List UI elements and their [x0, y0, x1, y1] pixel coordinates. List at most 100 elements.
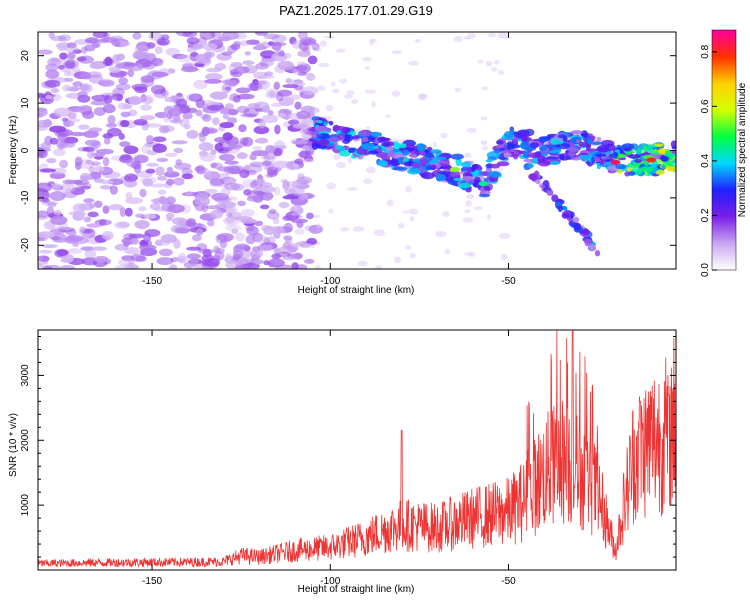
signal-blob — [487, 171, 502, 178]
noise-blob — [120, 120, 130, 128]
noise-blob — [181, 66, 199, 73]
signal-blob — [663, 153, 676, 157]
noise-blob — [154, 241, 170, 246]
signal-peak — [610, 159, 621, 165]
noise-blob — [306, 237, 318, 246]
noise-blob — [209, 209, 224, 219]
signal-blob — [596, 147, 606, 152]
noise-blob — [307, 44, 319, 49]
signal-blob — [409, 151, 422, 154]
noise-blob — [267, 258, 285, 268]
signal-blob — [593, 156, 601, 162]
noise-blob — [119, 141, 131, 148]
noise-blob — [282, 256, 297, 261]
signal-blob — [672, 158, 676, 165]
noise-blob — [134, 86, 148, 94]
noise-blob — [236, 105, 250, 114]
noise-blob — [218, 200, 228, 206]
signal-blob — [528, 173, 538, 181]
noise-blob — [102, 205, 110, 214]
noise-blob — [174, 162, 192, 170]
noise-blob — [369, 39, 374, 46]
signal-blob — [409, 153, 419, 158]
noise-blob — [109, 185, 118, 195]
noise-blob — [203, 51, 213, 60]
noise-blob — [132, 32, 142, 40]
noise-blob — [228, 79, 238, 87]
noise-blob — [230, 61, 243, 68]
signal-blob — [670, 140, 676, 149]
signal-blob — [465, 187, 472, 193]
signal-blob — [529, 142, 539, 149]
signal-blob — [450, 170, 460, 178]
noise-blob — [93, 107, 106, 116]
signal-blob — [655, 170, 666, 175]
signal-blob — [584, 238, 593, 244]
noise-blob — [49, 125, 67, 133]
signal-blob — [480, 171, 491, 176]
noise-blob — [224, 160, 239, 165]
noise-blob — [139, 188, 147, 198]
noise-blob — [82, 110, 95, 119]
snr-x-label: Height of straight line (km) — [298, 584, 415, 595]
noise-blob — [67, 118, 80, 123]
signal-blob — [535, 179, 541, 185]
noise-blob — [317, 85, 326, 92]
noise-blob — [149, 202, 161, 211]
colorbar-tick-label: 0.2 — [700, 208, 711, 222]
noise-blob — [160, 234, 177, 244]
noise-blob — [124, 207, 133, 217]
noise-blob — [41, 265, 53, 269]
colorbar-ticks: 0.0 0.2 0.4 0.6 0.8 — [700, 44, 717, 277]
noise-blob — [123, 179, 138, 188]
y-tick-label: -10 — [20, 190, 31, 205]
noise-blob — [50, 88, 60, 93]
signal-blob — [430, 149, 442, 154]
figure-title: PAZ1.2025.177.01.29.G19 — [279, 3, 433, 18]
noise-blob — [179, 118, 190, 127]
noise-blob — [173, 239, 181, 249]
noise-blob — [65, 139, 76, 148]
signal-blob — [520, 131, 530, 139]
x-tick-label: -50 — [501, 576, 516, 587]
signal-blob — [563, 206, 568, 211]
noise-blob — [464, 152, 472, 159]
noise-blob — [102, 157, 110, 167]
signal-peak — [478, 181, 489, 187]
noise-blob — [440, 132, 448, 139]
noise-blob — [72, 49, 82, 54]
noise-blob — [238, 124, 247, 133]
signal-blob — [368, 150, 379, 155]
noise-blob — [249, 161, 265, 168]
noise-blob — [186, 253, 201, 260]
y-tick-label: 10 — [20, 97, 31, 109]
noise-blob — [245, 234, 256, 245]
noise-blob — [278, 201, 290, 209]
noise-blob — [339, 227, 350, 232]
noise-blob — [364, 89, 377, 94]
noise-blob — [352, 226, 365, 232]
noise-blob — [46, 206, 55, 216]
noise-blob — [262, 105, 270, 113]
noise-blob — [199, 32, 216, 40]
noise-blob — [66, 248, 82, 254]
noise-blob — [339, 78, 348, 84]
noise-blob — [336, 161, 347, 169]
signal-blob — [639, 166, 654, 173]
noise-blob — [72, 203, 86, 213]
noise-blob — [173, 147, 184, 154]
noise-blob — [107, 127, 122, 137]
noise-blob — [309, 244, 316, 249]
noise-blob — [271, 253, 282, 260]
signal-blob — [575, 139, 581, 143]
noise-blob — [42, 244, 58, 249]
noise-blob — [196, 164, 206, 175]
noise-blob — [271, 41, 282, 51]
signal-blob — [604, 143, 616, 152]
noise-blob — [254, 235, 270, 244]
noise-blob — [143, 213, 157, 219]
noise-blob — [194, 62, 205, 68]
noise-blob — [315, 47, 321, 53]
noise-blob — [246, 225, 259, 236]
signal-blob — [343, 134, 354, 142]
